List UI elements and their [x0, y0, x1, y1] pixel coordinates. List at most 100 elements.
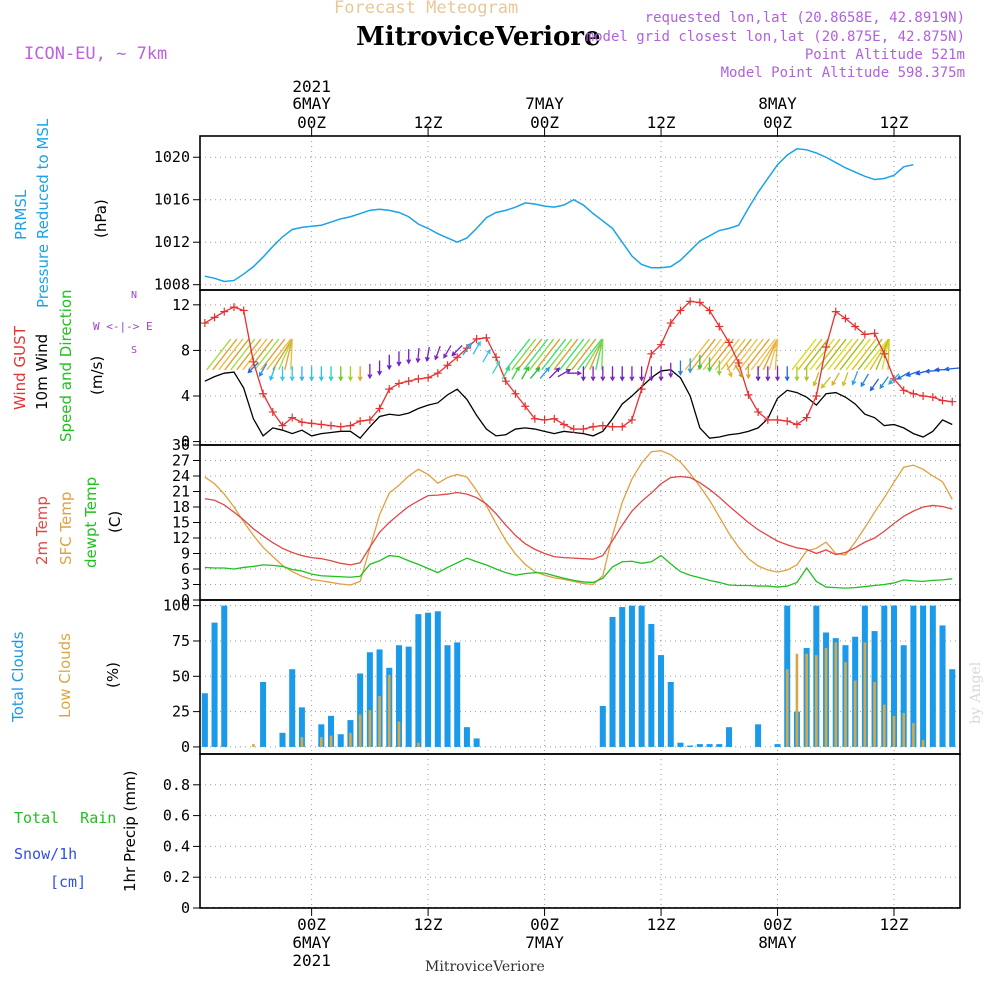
- gust-marker: [346, 421, 355, 430]
- gust-marker: [802, 413, 811, 422]
- wind-arrow: [434, 345, 441, 361]
- direction-band: [206, 338, 293, 371]
- y-tick-label: 6: [181, 560, 190, 578]
- wind-speed-dir-label: Speed and Direction: [57, 289, 75, 442]
- gust-marker: [472, 335, 481, 344]
- precip-unit: 1hr Precip (mm): [121, 770, 139, 892]
- wind-arrow: [529, 366, 541, 379]
- gust-marker: [521, 402, 530, 411]
- y-tick-label: 75: [172, 632, 190, 650]
- band-hatch: [571, 338, 597, 371]
- low-cloud-bar: [368, 710, 372, 747]
- gust-marker: [919, 391, 928, 400]
- gust-marker: [783, 417, 792, 426]
- model-altitude: Model Point Altitude 598.375m: [720, 65, 965, 81]
- top-time-label: 12Z: [647, 113, 676, 132]
- total-cloud-bar: [357, 673, 364, 747]
- bottom-time-label: 00Z: [297, 915, 326, 934]
- total-cloud-bar: [473, 738, 480, 747]
- band-hatch: [559, 338, 585, 371]
- band-hatch: [224, 338, 250, 371]
- footer-location: MitroviceVeriore: [425, 959, 545, 975]
- low-cloud-bar: [417, 742, 420, 747]
- total-cloud-bar: [395, 645, 402, 747]
- band-hatch: [595, 338, 604, 370]
- total-cloud-bar: [609, 616, 616, 747]
- low-cloud-bar: [863, 642, 867, 747]
- wind-arrow: [734, 364, 743, 379]
- low-cloud-bar: [844, 662, 847, 747]
- gust-marker: [637, 385, 646, 394]
- wind-arrow: [765, 366, 771, 382]
- band-hatch: [774, 338, 779, 370]
- total-cloud-bar: [405, 646, 412, 747]
- band-hatch: [762, 338, 779, 371]
- total-cloud-bar: [628, 605, 635, 747]
- wind-arrow: [280, 366, 285, 382]
- bottom-date-label: 8MAY: [758, 933, 797, 952]
- gust-marker: [627, 415, 636, 424]
- band-hatch: [684, 338, 710, 371]
- low-cloud-bar: [834, 642, 838, 747]
- band-hatch: [738, 338, 764, 371]
- gust-marker: [433, 369, 442, 378]
- total-cloud-bar: [696, 744, 703, 747]
- wind-arrow: [869, 378, 880, 392]
- top-time-label: 12Z: [414, 113, 443, 132]
- total-cloud-bar: [221, 605, 228, 747]
- low-cloud-bar: [795, 653, 799, 747]
- y-tick-label: 24: [172, 467, 190, 485]
- gust-marker: [394, 379, 403, 388]
- temp-2m-label: 2m Temp: [33, 496, 51, 565]
- y-tick-label: 8: [181, 341, 190, 359]
- total-cloud-bar: [211, 622, 218, 747]
- gust-marker: [540, 415, 549, 424]
- wind-arrow: [590, 366, 596, 382]
- gust-marker: [792, 420, 801, 429]
- gust-marker: [453, 353, 462, 362]
- band-hatch: [589, 338, 604, 371]
- band-hatch: [272, 338, 293, 371]
- wind-arrow: [677, 360, 683, 376]
- total-cloud-bar: [415, 614, 422, 747]
- wind-arrow: [309, 366, 315, 382]
- total-cloud-bar: [687, 745, 694, 747]
- gust-marker: [666, 319, 675, 328]
- wind-arrow: [794, 366, 800, 382]
- band-hatch: [803, 338, 829, 371]
- wind-arrow: [247, 362, 259, 374]
- gust-marker: [414, 374, 423, 383]
- low-cloud-bar: [902, 713, 906, 747]
- top-date-label: 7MAY: [525, 94, 564, 113]
- gust-marker: [424, 373, 433, 382]
- band-hatch: [833, 338, 859, 371]
- total-cloud-bar: [920, 605, 927, 747]
- band-hatch: [206, 338, 232, 371]
- wind-arrow: [269, 366, 276, 382]
- band-hatch: [547, 338, 573, 371]
- y-tick-label: 27: [172, 452, 190, 470]
- snow-label: Snow/1h: [14, 845, 78, 863]
- wind-gust-label: Wind GUST: [11, 326, 29, 410]
- wind-arrow: [896, 371, 911, 380]
- gust-marker: [297, 418, 306, 427]
- band-hatch: [529, 338, 555, 371]
- band-hatch: [857, 338, 883, 371]
- y-tick-label: 21: [172, 483, 190, 501]
- gust-marker: [511, 389, 520, 398]
- wind-gust-line: [204, 300, 953, 430]
- gust-marker: [589, 422, 598, 431]
- temp-sfc-line: [204, 450, 953, 586]
- gust-marker: [385, 385, 394, 394]
- gust-marker: [375, 404, 384, 413]
- top-date-label: 8MAY: [758, 94, 797, 113]
- y-tick-label: 0: [181, 738, 190, 756]
- wind-arrow: [299, 366, 305, 382]
- gust-marker: [598, 421, 607, 430]
- wind-arrow: [629, 366, 635, 382]
- compass-north: N: [131, 290, 138, 301]
- y-tick-label: 0.4: [163, 837, 190, 855]
- y-tick-label: 0.6: [163, 807, 190, 825]
- model-name: ICON-EU, ~ 7km: [24, 44, 168, 64]
- bottom-time-label: 00Z: [530, 915, 559, 934]
